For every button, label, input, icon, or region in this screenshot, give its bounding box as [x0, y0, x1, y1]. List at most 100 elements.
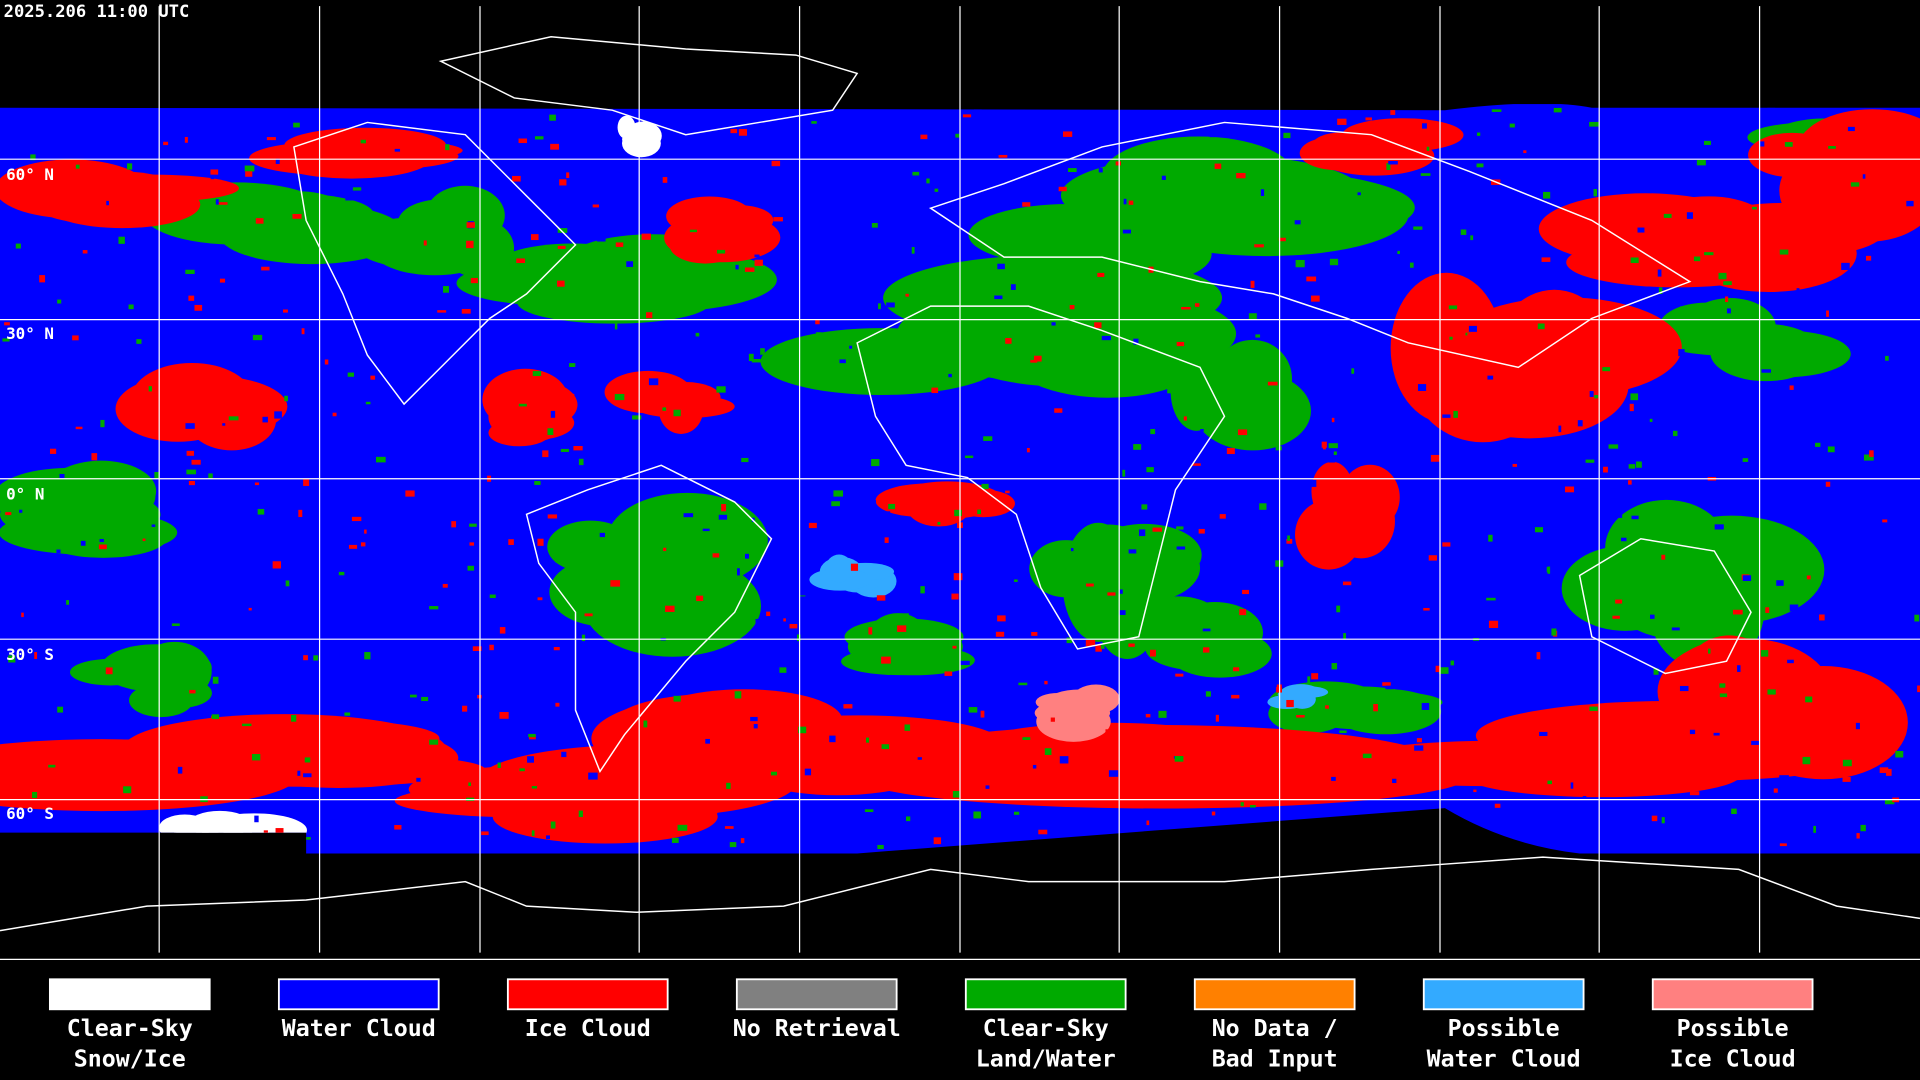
legend-label-line1: Water Cloud: [282, 1015, 436, 1042]
pixel-speckle: [1005, 490, 1010, 494]
pixel-speckle: [1589, 391, 1594, 397]
pixel-speckle: [977, 509, 981, 515]
pixel-speckle: [85, 283, 90, 290]
pixel-speckle: [614, 322, 618, 330]
pixel-speckle: [1133, 338, 1139, 345]
legend-label-line1: Possible: [1677, 1015, 1789, 1042]
pixel-speckle: [877, 164, 886, 171]
pixel-speckle: [1426, 146, 1430, 151]
pixel-speckle: [118, 236, 125, 244]
pixel-speckle: [1078, 436, 1084, 440]
pixel-speckle: [249, 462, 259, 467]
pixel-speckle: [1476, 163, 1484, 168]
pixel-speckle: [10, 823, 19, 830]
pixel-speckle: [442, 759, 449, 766]
pixel-speckle: [1501, 116, 1510, 120]
pixel-speckle: [534, 481, 541, 485]
pixel-speckle: [716, 249, 726, 254]
pixel-speckle: [1551, 839, 1559, 846]
pixel-speckle: [414, 366, 423, 374]
pixel-speckle: [671, 837, 679, 843]
pixel-speckle: [968, 707, 978, 713]
pixel-speckle: [1423, 607, 1430, 611]
pixel-speckle: [1294, 220, 1301, 225]
pixel-speckle: [1858, 353, 1864, 358]
pixel-speckle: [612, 199, 618, 205]
pixel-speckle: [442, 583, 448, 588]
pixel-speckle: [1450, 660, 1455, 666]
pixel-speckle: [1209, 133, 1216, 138]
pixel-speckle: [213, 501, 219, 507]
pixel-speckle: [1448, 305, 1458, 310]
pixel-speckle: [737, 568, 740, 576]
cloud-region: [1779, 142, 1910, 239]
coastline: [525, 464, 773, 773]
pixel-speckle: [1347, 765, 1353, 774]
pixel-speckle: [954, 509, 962, 517]
pixel-speckle: [1557, 511, 1568, 519]
pixel-speckle: [188, 281, 197, 286]
legend-label-line1: No Data /: [1212, 1015, 1338, 1042]
pixel-speckle: [1779, 843, 1787, 847]
pixel-speckle: [1773, 788, 1778, 793]
pixel-speckle: [370, 375, 376, 380]
pixel-speckle: [873, 659, 881, 663]
pixel-speckle: [1414, 745, 1424, 751]
pixel-speckle: [1594, 395, 1599, 399]
pixel-speckle: [1779, 775, 1789, 779]
pixel-speckle: [1321, 441, 1327, 448]
pixel-speckle: [1884, 799, 1895, 805]
cloud-region: [46, 460, 157, 522]
pixel-speckle: [1882, 519, 1888, 523]
pixel-speckle: [1435, 665, 1441, 673]
pixel-speckle: [163, 141, 169, 146]
pixel-speckle: [301, 328, 305, 335]
cloud-region: [284, 127, 447, 164]
pixel-speckle: [1509, 123, 1515, 128]
pixel-speckle: [850, 563, 859, 571]
pixel-speckle: [594, 574, 598, 580]
pixel-speckle: [1338, 336, 1345, 343]
pixel-speckle: [584, 613, 593, 617]
pixel-speckle: [1018, 682, 1028, 686]
pixel-speckle: [516, 258, 526, 264]
pixel-speckle: [1612, 510, 1623, 518]
pixel-speckle: [177, 533, 184, 537]
pixel-speckle: [547, 428, 554, 435]
pixel-speckle: [1582, 796, 1587, 802]
pixel-speckle: [1842, 759, 1852, 767]
pixel-speckle: [934, 188, 939, 192]
pixel-speckle: [1018, 731, 1024, 735]
pixel-speckle: [1147, 844, 1153, 851]
pixel-speckle: [551, 547, 560, 554]
pixel-speckle: [1842, 776, 1851, 782]
pixel-speckle: [1008, 408, 1013, 414]
pixel-speckle: [1855, 722, 1860, 730]
pixel-speckle: [37, 521, 45, 526]
legend-label-line2: Ice Cloud: [1670, 1046, 1796, 1073]
pixel-speckle: [578, 810, 583, 818]
pixel-speckle: [926, 178, 930, 184]
pixel-speckle: [1331, 417, 1335, 423]
pixel-speckle: [142, 538, 146, 542]
cloud-region: [1605, 499, 1728, 596]
pixel-speckle: [750, 697, 760, 703]
cloud-region: [496, 406, 575, 440]
pixel-speckle: [1133, 444, 1142, 450]
pixel-speckle: [919, 514, 923, 520]
pixel-speckle: [1565, 486, 1575, 493]
pixel-speckle: [1537, 518, 1546, 524]
pixel-speckle: [1732, 609, 1743, 615]
pixel-speckle: [1343, 633, 1347, 640]
pixel-speckle: [332, 412, 337, 417]
pixel-speckle: [1275, 446, 1282, 451]
pixel-speckle: [1362, 753, 1372, 759]
pixel-speckle: [1421, 702, 1430, 710]
pixel-speckle: [1487, 375, 1494, 380]
pixel-speckle: [562, 559, 566, 566]
pixel-speckle: [702, 528, 710, 532]
pixel-speckle: [89, 722, 99, 728]
pixel-speckle: [635, 221, 642, 227]
pixel-speckle: [1331, 663, 1338, 670]
pixel-speckle: [339, 449, 349, 456]
